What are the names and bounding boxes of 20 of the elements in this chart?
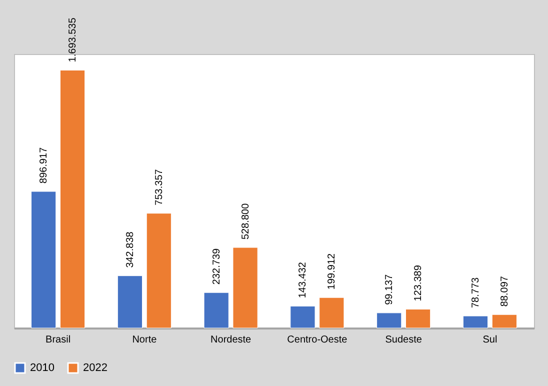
data-label: 232.739 [211, 248, 222, 285]
x-tick-label: Sul [482, 334, 498, 346]
data-label: 199.912 [326, 252, 338, 290]
legend-label: 2010 [30, 362, 54, 374]
data-label: 78.773 [470, 276, 482, 308]
legend-label: 2022 [83, 362, 108, 374]
data-label: 143.432 [298, 262, 309, 298]
data-label: 528.800 [240, 202, 252, 240]
data-label: 88.097 [499, 276, 510, 307]
x-tick-label: Norte [132, 334, 158, 346]
data-label: 753.357 [154, 168, 165, 206]
data-label: 123.389 [413, 264, 424, 302]
data-label: 342.838 [124, 231, 136, 268]
x-tick-label: Nordeste [210, 334, 252, 346]
data-label: 1.693.535 [68, 17, 79, 62]
x-tick-label: Centro-Oeste [287, 334, 348, 346]
data-label: 99.137 [384, 274, 396, 305]
data-label: 896.917 [38, 146, 50, 184]
x-tick-label: Brasil [46, 334, 71, 346]
x-tick-label: Sudeste [385, 334, 422, 346]
